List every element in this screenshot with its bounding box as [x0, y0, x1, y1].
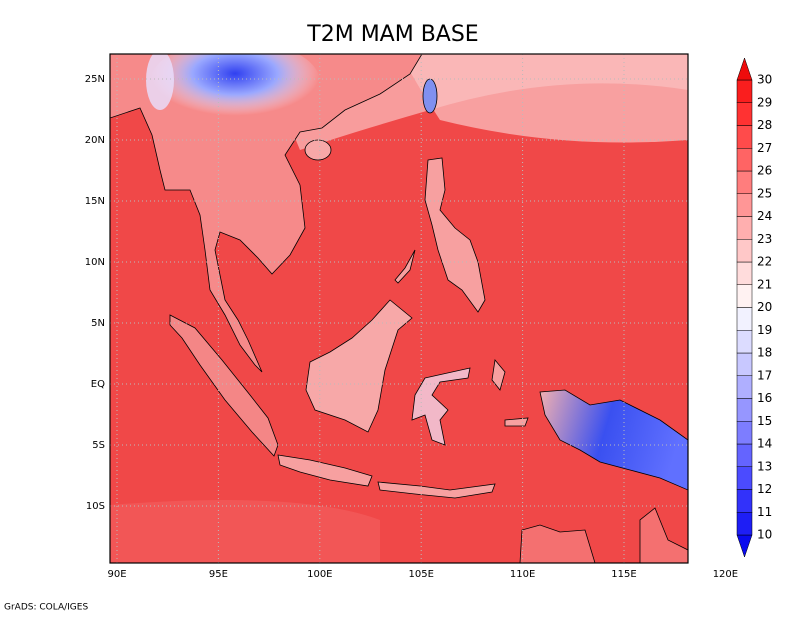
colorbar-label: 14 [757, 437, 772, 451]
colorbar-label: 19 [757, 323, 772, 337]
colorbar-label: 12 [757, 482, 772, 496]
colorbar-label: 11 [757, 505, 772, 519]
colorbar-box [736, 216, 753, 240]
lon-label: 120E [713, 569, 738, 580]
cold-highland [146, 54, 174, 110]
colorbar-box [736, 398, 753, 422]
colorbar-label: 30 [757, 73, 772, 87]
colorbar-label: 20 [757, 300, 772, 314]
colorbar-box [736, 466, 753, 490]
colorbar-label: 29 [757, 95, 772, 109]
lat-label: 10S [86, 501, 105, 512]
lat-label: 10N [85, 257, 105, 268]
palawan [394, 249, 416, 284]
borneo [305, 299, 413, 433]
maluku [491, 359, 529, 427]
lon-label: 90E [107, 569, 126, 580]
colorbar-label: 16 [757, 391, 772, 405]
colorbar-label: 15 [757, 414, 772, 428]
colorbar-box [736, 125, 753, 149]
colorbar-label: 10 [757, 528, 772, 542]
lon-label: 105E [408, 569, 433, 580]
colorbar-label: 18 [757, 346, 772, 360]
lon-label: 110E [510, 569, 535, 580]
colorbar-label: 25 [757, 186, 772, 200]
colorbar-box [736, 261, 753, 285]
lat-label: 5S [92, 440, 105, 451]
taiwan [422, 78, 438, 114]
cold-highland [150, 54, 320, 124]
colorbar-box [736, 239, 753, 263]
colorbar-label: 22 [757, 255, 772, 269]
lat-label: EQ [91, 379, 105, 390]
colorbar-box [736, 307, 753, 331]
lat-label: 25N [85, 74, 105, 85]
credit: GrADS: COLA/IGES [4, 603, 88, 613]
colorbar-label: 26 [757, 164, 772, 178]
colorbar-box [736, 421, 753, 445]
colorbar-box [736, 489, 753, 513]
colorbar-label: 24 [757, 209, 772, 223]
colorbar-box [736, 102, 753, 126]
colorbar-arrow [736, 534, 753, 558]
colorbar-label: 23 [757, 232, 772, 246]
lon-label: 100E [307, 569, 332, 580]
colorbar-label: 27 [757, 141, 772, 155]
colorbar-box [736, 193, 753, 217]
colorbar-label: 17 [757, 368, 772, 382]
colorbar: 10 11 12 13 14 15 16 17 18 19 20 21 22 23 24 25 26 27 28 29… [736, 57, 772, 558]
colorbar-box [736, 330, 753, 354]
colorbar-box [736, 148, 753, 172]
new-guinea [539, 389, 688, 491]
colorbar-box [736, 170, 753, 194]
colorbar-label: 28 [757, 118, 772, 132]
lat-label: 20N [85, 135, 105, 146]
colorbar-label: 13 [757, 459, 772, 473]
graticule [110, 54, 688, 563]
philippines [424, 157, 486, 313]
lat-label: 5N [91, 318, 105, 329]
warm-sea [110, 500, 380, 563]
map-title: T2M MAM BASE [306, 22, 478, 47]
colorbar-box [736, 512, 753, 536]
colorbar-box [736, 443, 753, 467]
map-area [110, 54, 688, 563]
lon-label: 95E [209, 569, 228, 580]
map-frame [109, 53, 689, 564]
colorbar-label: 21 [757, 277, 772, 291]
lat-label: 15N [85, 196, 105, 207]
sulawesi [411, 367, 471, 446]
java [277, 454, 373, 487]
lon-label: 115E [611, 569, 636, 580]
sumatra [169, 314, 279, 457]
colorbar-box [736, 375, 753, 399]
colorbar-arrow [736, 57, 753, 81]
lesser-sunda [377, 481, 496, 499]
australia [519, 507, 688, 563]
mainland [110, 54, 423, 373]
colorbar-box [736, 284, 753, 308]
hainan [304, 139, 332, 161]
colorbar-box [736, 352, 753, 376]
colorbar-box [736, 79, 753, 103]
